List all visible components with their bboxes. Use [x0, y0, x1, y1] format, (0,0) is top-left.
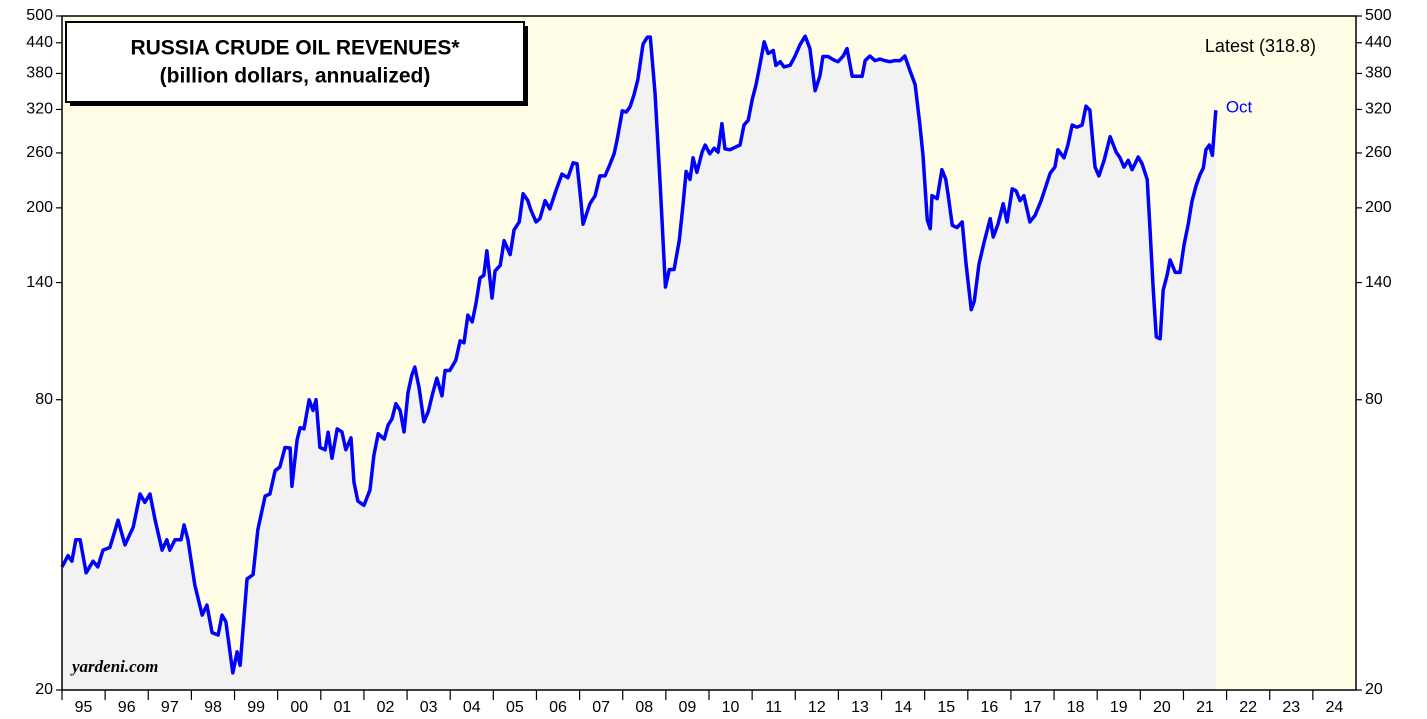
- x-tick-label: 13: [851, 699, 869, 716]
- y-tick-label: 260: [26, 144, 53, 161]
- x-tick-label: 09: [679, 699, 697, 716]
- y2-tick-label: 320: [1365, 101, 1392, 118]
- x-tick-label: 11: [765, 699, 782, 716]
- x-tick-label: 08: [635, 699, 653, 716]
- y-tick-label: 380: [26, 65, 53, 82]
- y-tick-label: 80: [35, 391, 53, 408]
- x-tick-label: 00: [290, 699, 308, 716]
- latest-annotation: Latest (318.8): [1205, 36, 1316, 56]
- x-tick-label: 22: [1239, 699, 1257, 716]
- x-tick-label: 17: [1024, 699, 1042, 716]
- x-tick-label: 18: [1067, 699, 1085, 716]
- y-tick-label: 500: [26, 7, 53, 24]
- x-tick-label: 98: [204, 699, 222, 716]
- y2-tick-label: 140: [1365, 274, 1392, 291]
- y2-tick-label: 260: [1365, 144, 1392, 161]
- y2-tick-label: 500: [1365, 7, 1392, 24]
- x-tick-label: 15: [937, 699, 955, 716]
- y-tick-label: 320: [26, 101, 53, 118]
- x-tick-label: 16: [980, 699, 998, 716]
- x-tick-label: 23: [1282, 699, 1300, 716]
- y-tick-label: 140: [26, 274, 53, 291]
- x-tick-label: 14: [894, 699, 912, 716]
- y-tick-label: 440: [26, 34, 53, 51]
- x-tick-label: 10: [722, 699, 740, 716]
- source: yardeni.com: [70, 657, 158, 676]
- y-tick-label: 200: [26, 199, 53, 216]
- x-tick-label: 12: [808, 699, 826, 716]
- area-fill: [62, 36, 1216, 690]
- chart-subtitle: (billion dollars, annualized): [160, 65, 431, 88]
- x-tick-label: 21: [1196, 699, 1214, 716]
- x-tick-label: 03: [420, 699, 438, 716]
- last-point-label: Oct: [1226, 98, 1253, 117]
- title-box: [65, 21, 525, 103]
- x-tick-label: 07: [592, 699, 610, 716]
- x-tick-label: 02: [377, 699, 395, 716]
- plot-area: [60, 34, 1218, 690]
- x-tick-label: 19: [1110, 699, 1128, 716]
- y2-tick-label: 80: [1365, 391, 1383, 408]
- x-tick-label: 24: [1326, 699, 1344, 716]
- line: [60, 34, 1218, 675]
- y-tick-label: 20: [35, 681, 53, 698]
- chart-title: RUSSIA CRUDE OIL REVENUES*: [130, 37, 460, 60]
- y2-tick-label: 440: [1365, 34, 1392, 51]
- x-tick-label: 01: [333, 699, 351, 716]
- x-tick-label: 99: [247, 699, 265, 716]
- y2-tick-label: 20: [1365, 681, 1383, 698]
- x-tick-label: 20: [1153, 699, 1171, 716]
- x-tick-label: 06: [549, 699, 567, 716]
- x-tick-label: 97: [161, 699, 179, 716]
- x-tick-label: 05: [506, 699, 524, 716]
- x-tick-label: 96: [118, 699, 136, 716]
- y2-tick-label: 200: [1365, 199, 1392, 216]
- x-tick-label: 04: [463, 699, 481, 716]
- y2-tick-label: 380: [1365, 65, 1392, 82]
- x-tick-label: 95: [75, 699, 93, 716]
